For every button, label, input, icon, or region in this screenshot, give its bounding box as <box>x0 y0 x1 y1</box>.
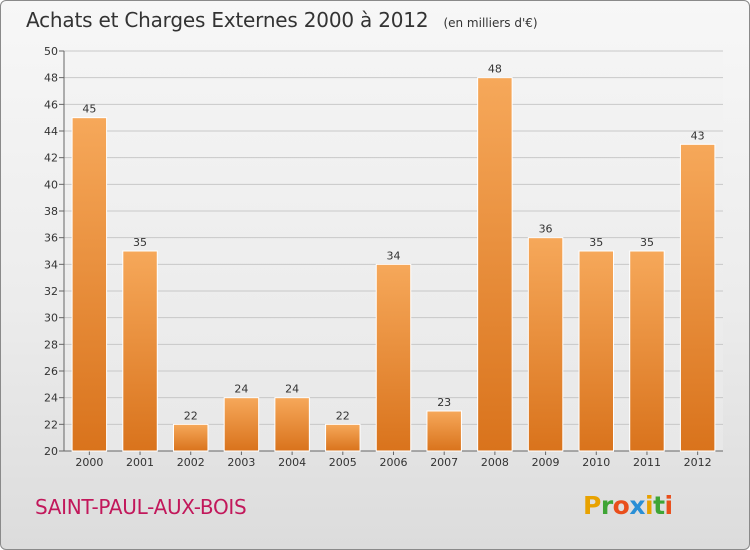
y-tick-label: 34 <box>44 258 58 271</box>
y-tick-label: 26 <box>44 365 58 378</box>
x-tick-label: 2005 <box>329 456 357 469</box>
data-label: 45 <box>82 103 96 116</box>
y-tick-label: 36 <box>44 232 58 245</box>
logo-letter: i <box>645 491 654 520</box>
y-tick-label: 42 <box>44 152 58 165</box>
logo-letter: i <box>664 491 674 520</box>
data-label: 34 <box>387 249 401 262</box>
logo-letter: r <box>600 491 613 520</box>
x-tick-label: 2008 <box>481 456 509 469</box>
bars <box>71 77 716 452</box>
data-labels: 45 35 22 24 24 22 34 23 48 36 35 35 43 <box>82 63 704 423</box>
logo-letter: o <box>612 491 630 520</box>
y-tick-label: 20 <box>44 445 58 458</box>
data-label: 22 <box>336 409 350 422</box>
x-tick-label: 2012 <box>684 456 712 469</box>
logo-letter: t <box>653 491 665 520</box>
bar <box>679 143 716 452</box>
x-tick-label: 2010 <box>582 456 610 469</box>
bar <box>172 423 209 452</box>
y-tick-label: 28 <box>44 338 58 351</box>
x-tick-label: 2004 <box>278 456 306 469</box>
data-label: 35 <box>589 236 603 249</box>
bar <box>629 250 665 452</box>
bar <box>71 117 108 452</box>
bar <box>578 250 615 452</box>
y-tick-label: 24 <box>44 392 58 405</box>
x-tick-label: 2003 <box>227 456 255 469</box>
proxiti-logo: Proxiti <box>583 491 673 520</box>
x-tick-label: 2011 <box>633 456 661 469</box>
data-label: 35 <box>640 236 654 249</box>
data-label: 48 <box>488 63 502 76</box>
x-tick-label: 2001 <box>126 456 154 469</box>
y-tick-label: 48 <box>44 72 58 85</box>
bar <box>375 263 412 452</box>
y-tick-label: 40 <box>44 178 58 191</box>
bar <box>223 397 260 452</box>
data-label: 24 <box>234 383 248 396</box>
y-tick-label: 46 <box>44 98 58 111</box>
x-tick-label: 2007 <box>430 456 458 469</box>
x-tick-label: 2006 <box>380 456 408 469</box>
data-label: 35 <box>133 236 147 249</box>
data-label: 36 <box>539 223 553 236</box>
bar <box>426 410 462 452</box>
chart-title-block: Achats et Charges Externes 2000 à 2012 (… <box>26 8 538 32</box>
y-tick-label: 38 <box>44 205 58 218</box>
y-tick-label: 22 <box>44 418 58 431</box>
chart-title: Achats et Charges Externes 2000 à 2012 <box>26 8 429 32</box>
bar <box>477 77 513 452</box>
logo-letter: x <box>629 491 645 520</box>
x-tick-labels: 2000 2001 2002 2003 2004 2005 2006 2007 2008 2009… <box>75 456 711 469</box>
x-tick-label: 2002 <box>177 456 205 469</box>
y-tick-label: 32 <box>44 285 58 298</box>
y-tick-labels: 20 22 24 26 28 30 32 34 36 38 40 42 44 46 48 50 <box>44 45 58 458</box>
data-label: 23 <box>437 396 451 409</box>
y-tick-label: 44 <box>44 125 58 138</box>
bar <box>122 250 158 452</box>
bar <box>325 423 361 452</box>
chart-subtitle: (en milliers d'€) <box>443 16 538 30</box>
x-tick-label: 2000 <box>75 456 103 469</box>
logo-letter: P <box>583 491 601 520</box>
x-tick-label: 2009 <box>532 456 560 469</box>
town-name: SAINT-PAUL-AUX-BOIS <box>35 495 247 519</box>
y-tick-label: 30 <box>44 312 58 325</box>
y-tick-label: 50 <box>44 45 58 58</box>
bar <box>274 397 310 452</box>
data-label: 22 <box>184 409 198 422</box>
data-label: 24 <box>285 383 299 396</box>
bar <box>527 237 564 452</box>
data-label: 43 <box>691 129 705 142</box>
